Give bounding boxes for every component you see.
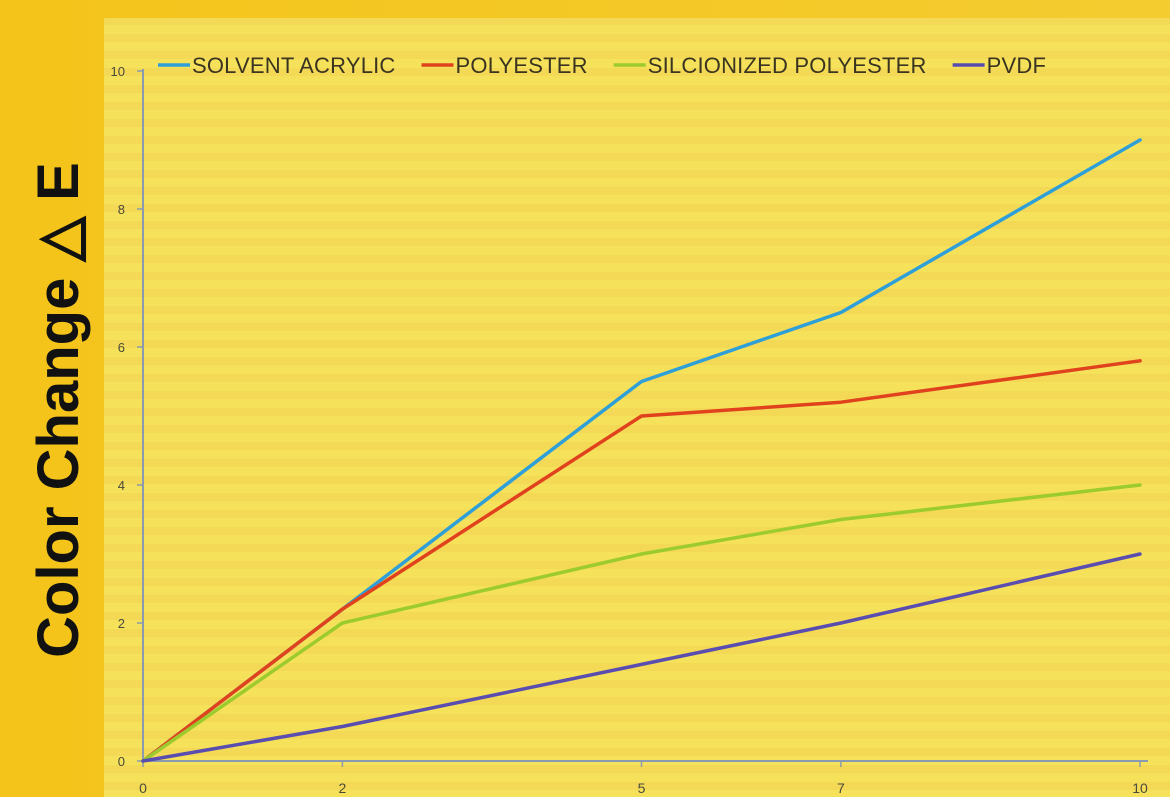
y-axis-label: Color Change △ E: [26, 162, 91, 658]
x-tick-label: 7: [837, 780, 845, 796]
legend-label-silcionized-polyester: SILCIONIZED POLYESTER: [648, 53, 927, 78]
x-tick-label: 10: [1132, 780, 1148, 796]
legend-label-polyester: POLYESTER: [456, 53, 588, 78]
y-tick-label: 2: [118, 616, 125, 631]
y-tick-label: 10: [111, 64, 125, 79]
series-line-pvdf: [141, 552, 1142, 763]
x-tick-label: 5: [638, 780, 646, 796]
x-tick-label: 0: [139, 780, 147, 796]
y-tick-label: 6: [118, 340, 125, 355]
legend-label-solvent-acrylic: SOLVENT ACRYLIC: [192, 53, 396, 78]
plot-stripes: [104, 18, 1170, 797]
y-tick-label: 8: [118, 202, 125, 217]
series-line-polyester: [141, 359, 1142, 763]
y-tick-label: 4: [118, 478, 125, 493]
series-line-silcionized-polyester: [141, 483, 1142, 763]
y-tick-label: 0: [118, 754, 125, 769]
legend-label-pvdf: PVDF: [987, 53, 1046, 78]
x-tick-label: 2: [339, 780, 347, 796]
